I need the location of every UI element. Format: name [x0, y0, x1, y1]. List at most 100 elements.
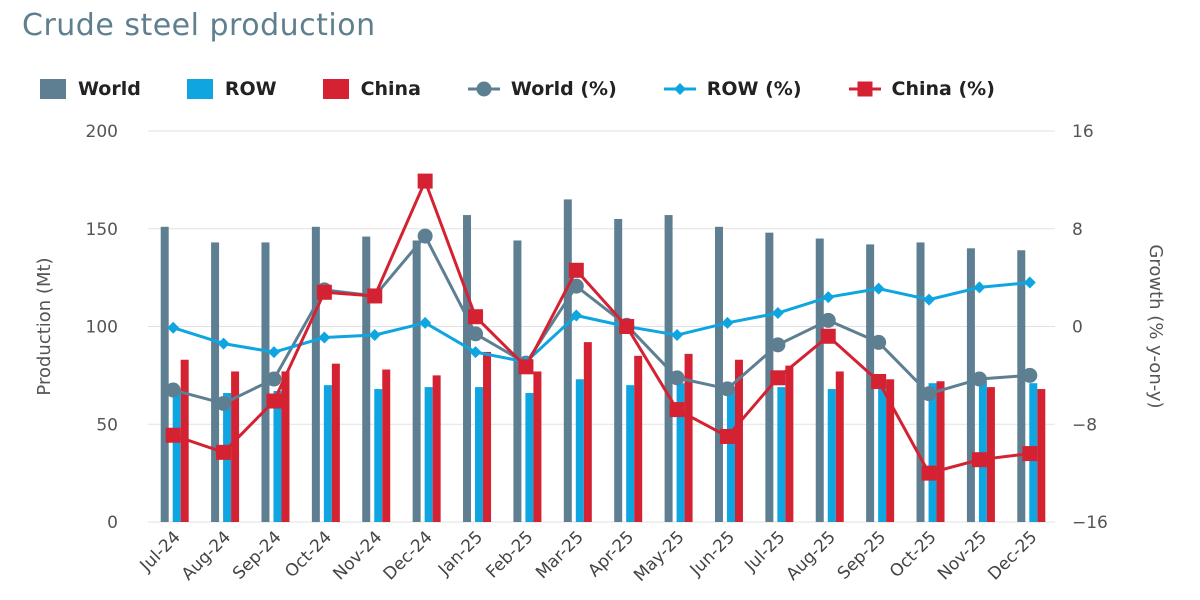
x-tick-label: Dec-25	[984, 527, 1041, 584]
bar-china-jul-24	[180, 359, 189, 522]
x-tick-label: May-25	[630, 527, 688, 585]
x-tick-label: Feb-25	[482, 527, 537, 582]
legend-label-world-pct: World (%)	[510, 78, 617, 100]
bar-world-aug-24	[211, 242, 220, 522]
point-china-dec-24	[417, 173, 433, 189]
point-world-jul-25	[770, 337, 786, 353]
bar-row-feb-25	[525, 392, 534, 522]
bar-row-sep-24	[273, 391, 282, 522]
bar-china-jul-25	[785, 365, 794, 522]
x-tick-label: Oct-25	[886, 527, 941, 582]
legend-item-china[interactable]: China	[322, 78, 421, 100]
point-world-nov-25	[971, 371, 987, 387]
y2-tick-label: 8	[1072, 220, 1083, 240]
bar-world-sep-25	[866, 244, 875, 522]
y2-tick-label: −8	[1072, 415, 1097, 435]
bar-china-apr-25	[634, 355, 643, 522]
x-tick-label: Apr-25	[584, 527, 638, 581]
x-tick-label: Jul-24	[136, 527, 185, 576]
bar-world-jul-25	[765, 232, 774, 522]
x-tick-label: Nov-24	[329, 527, 386, 584]
bar-row-sep-25	[878, 385, 887, 522]
point-world-dec-24	[417, 228, 433, 244]
legend-item-world-pct[interactable]: World (%)	[467, 78, 617, 100]
point-row-mar-25	[570, 309, 583, 322]
bar-row-jul-24	[172, 389, 181, 522]
bar-world-jul-24	[160, 226, 169, 523]
x-tick-label: Nov-25	[934, 527, 991, 584]
legend-marker	[673, 83, 686, 95]
point-row-aug-24	[217, 337, 230, 350]
legend-label-china: China	[360, 78, 421, 100]
point-row-sep-25	[872, 282, 885, 295]
point-china-nov-25	[971, 452, 987, 468]
bar-world-mar-25	[563, 199, 572, 523]
x-tick-label: Jul-25	[740, 527, 789, 576]
bar-world-feb-25	[513, 240, 522, 523]
legend-marker	[857, 81, 873, 97]
point-world-sep-25	[871, 334, 887, 350]
bar-china-may-25	[684, 353, 693, 522]
point-world-sep-24	[266, 371, 282, 387]
bar-row-oct-25	[928, 383, 937, 522]
bar-row-jan-25	[475, 387, 484, 522]
bar-china-nov-25	[986, 387, 995, 522]
y-tick-label: 150	[86, 220, 118, 240]
point-row-sep-24	[267, 346, 280, 359]
legend-item-row-pct[interactable]: ROW (%)	[663, 78, 802, 100]
line-world	[172, 234, 1030, 405]
bar-row-jul-25	[777, 387, 786, 522]
point-china-jul-25	[770, 370, 786, 386]
legend-item-china-pct[interactable]: China (%)	[848, 78, 995, 100]
legend-marker-world-pct	[467, 81, 500, 97]
x-tick-label: Aug-25	[783, 527, 840, 584]
legend-item-world[interactable]: World	[40, 78, 141, 100]
x-tick-label: Aug-24	[178, 527, 235, 584]
point-world-oct-25	[921, 386, 937, 402]
point-china-mar-25	[568, 262, 584, 278]
legend-swatch-row	[186, 79, 213, 99]
point-world-jun-25	[719, 381, 735, 397]
bar-world-jun-25	[714, 226, 723, 523]
point-row-oct-25	[923, 293, 936, 306]
point-china-dec-25	[1022, 446, 1038, 462]
y-tick-label: 0	[107, 513, 118, 533]
y-tick-label: 50	[96, 415, 118, 435]
bar-china-jun-25	[734, 359, 743, 522]
point-row-jul-24	[167, 321, 180, 334]
point-world-dec-25	[1022, 367, 1038, 383]
point-row-dec-25	[1023, 276, 1036, 289]
x-tick-label: Sep-24	[229, 527, 285, 583]
point-world-jul-24	[165, 382, 181, 398]
bar-china-jan-25	[483, 351, 492, 522]
chart-title: Crude steel production	[22, 8, 376, 43]
bar-row-aug-25	[827, 389, 836, 522]
bar-china-oct-24	[331, 363, 340, 522]
legend-item-row[interactable]: ROW	[186, 78, 277, 100]
point-china-nov-24	[367, 288, 383, 304]
y2-axis-title: Growth (% y-on-y)	[1145, 244, 1166, 408]
point-world-aug-24	[216, 395, 232, 411]
bar-world-jan-25	[463, 215, 472, 522]
point-china-sep-25	[871, 373, 887, 389]
point-china-aug-25	[820, 328, 836, 344]
point-row-may-25	[671, 329, 684, 342]
point-china-apr-25	[619, 319, 635, 334]
point-world-aug-25	[820, 312, 836, 328]
legend-marker-china-pct	[848, 81, 881, 97]
bar-world-dec-25	[1017, 250, 1026, 522]
point-china-jan-25	[468, 309, 484, 325]
point-row-aug-25	[822, 291, 835, 304]
bar-china-sep-25	[886, 379, 895, 522]
bar-china-aug-24	[231, 371, 240, 522]
bar-world-nov-25	[966, 248, 975, 523]
point-china-sep-24	[266, 393, 282, 409]
bar-world-oct-25	[916, 242, 925, 522]
bar-china-sep-24	[281, 371, 290, 522]
bar-china-dec-25	[1037, 389, 1046, 522]
bar-row-mar-25	[575, 379, 584, 522]
point-row-jan-25	[469, 346, 482, 359]
point-world-may-25	[669, 370, 685, 386]
x-tick-label: Sep-25	[834, 527, 890, 583]
